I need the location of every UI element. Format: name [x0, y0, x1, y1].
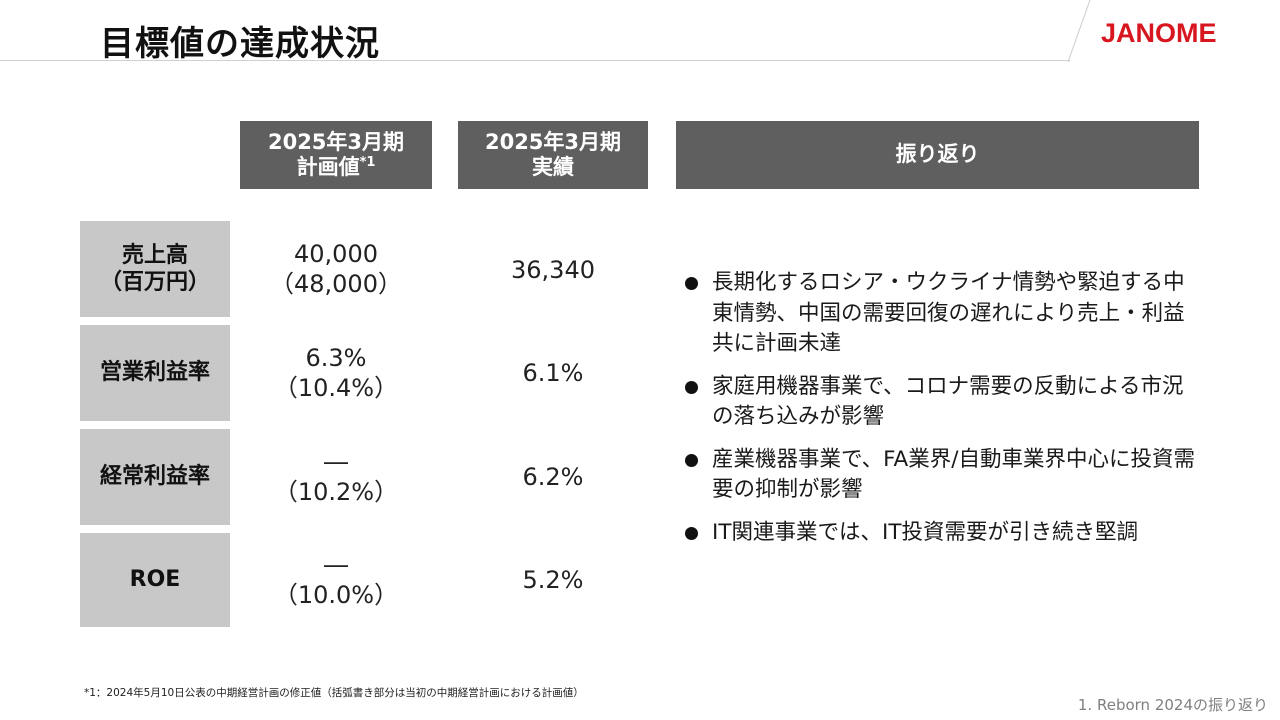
cell-ordinary-margin-plan: ― （10.2%） [240, 429, 432, 525]
cell-roe-plan: ― （10.0%） [240, 533, 432, 627]
cell-roe-actual: 5.2% [458, 533, 648, 627]
cell-roe-plan-original: （10.0%） [273, 581, 399, 609]
bullet-icon [685, 526, 698, 540]
column-header-review-label: 振り返り [895, 142, 980, 167]
column-header-actual-line1: 2025年3月期 [484, 129, 622, 154]
header-slash-decoration [1067, 0, 1091, 62]
row-label-sales-line2: （百万円） [99, 270, 210, 295]
cell-roe-plan-revised: ― [324, 551, 348, 579]
review-item: 産業機器事業で、FA業界/自動車業界中心に投資需要の抑制が影響 [684, 445, 1204, 506]
cell-operating-margin-actual-value: 6.1% [522, 359, 584, 387]
section-reference: 1. Reborn 2024の振り返り [1077, 696, 1268, 714]
row-label-roe-text: ROE [129, 567, 181, 593]
column-header-plan-line2-wrap: 計画値*1 [297, 155, 376, 180]
review-list: 長期化するロシア・ウクライナ情勢や緊迫する中東情勢、中国の需要回復の遅れにより売… [684, 268, 1204, 560]
column-header-review: 振り返り [676, 121, 1199, 189]
review-item-text: IT関連事業では、IT投資需要が引き続き堅調 [712, 519, 1138, 545]
row-label-sales-line1: 売上高 [121, 242, 188, 268]
row-label-sales: 売上高 （百万円） [80, 221, 230, 317]
cell-operating-margin-plan-original: （10.4%） [273, 374, 399, 402]
cell-ordinary-margin-actual-value: 6.2% [522, 463, 584, 491]
cell-ordinary-margin-plan-revised: ― [324, 448, 348, 476]
review-item-text: 産業機器事業で、FA業界/自動車業界中心に投資需要の抑制が影響 [712, 446, 1195, 503]
cell-operating-margin-plan-revised: 6.3% [305, 344, 367, 372]
review-item-text: 長期化するロシア・ウクライナ情勢や緊迫する中東情勢、中国の需要回復の遅れにより売… [712, 270, 1185, 357]
row-label-ordinary-margin-text: 経常利益率 [99, 464, 210, 490]
cell-ordinary-margin-actual: 6.2% [458, 429, 648, 525]
page-title: 目標値の達成状況 [100, 24, 380, 64]
column-header-plan-line2: 計画値 [296, 155, 360, 179]
cell-sales-plan-original: （48,000） [270, 270, 402, 298]
bullet-icon [685, 380, 698, 394]
review-item: 家庭用機器事業で、コロナ需要の反動による市況の落ち込みが影響 [684, 372, 1204, 433]
title-divider [0, 60, 1070, 61]
cell-sales-plan-revised: 40,000 [294, 240, 378, 268]
column-header-actual-line2: 実績 [532, 155, 574, 179]
column-header-actual: 2025年3月期 実績 [458, 121, 648, 189]
review-item: 長期化するロシア・ウクライナ情勢や緊迫する中東情勢、中国の需要回復の遅れにより売… [684, 268, 1204, 360]
janome-logo: JANOME [1101, 18, 1217, 48]
cell-sales-actual: 36,340 [458, 221, 648, 321]
cell-sales-plan: 40,000 （48,000） [240, 221, 432, 317]
column-header-plan: 2025年3月期 計画値*1 [240, 121, 432, 189]
cell-operating-margin-actual: 6.1% [458, 325, 648, 421]
footnote: *1：2024年5月10日公表の中期経営計画の修正値（括弧書き部分は当初の中期経… [84, 687, 584, 699]
cell-ordinary-margin-plan-original: （10.2%） [273, 478, 399, 506]
cell-operating-margin-plan: 6.3% （10.4%） [240, 325, 432, 421]
review-item: IT関連事業では、IT投資需要が引き続き堅調 [684, 518, 1204, 549]
row-label-ordinary-margin: 経常利益率 [80, 429, 230, 525]
row-label-roe: ROE [80, 533, 230, 627]
cell-sales-actual-value: 36,340 [511, 256, 595, 284]
cell-roe-actual-value: 5.2% [522, 566, 584, 594]
row-label-operating-margin: 営業利益率 [80, 325, 230, 421]
footnote-marker: *1 [359, 155, 376, 170]
bullet-icon [685, 277, 698, 290]
review-item-text: 家庭用機器事業で、コロナ需要の反動による市況の落ち込みが影響 [712, 373, 1184, 430]
row-label-operating-margin-text: 営業利益率 [99, 360, 210, 386]
column-header-plan-line1: 2025年3月期 [267, 129, 405, 154]
bullet-icon [685, 453, 698, 467]
